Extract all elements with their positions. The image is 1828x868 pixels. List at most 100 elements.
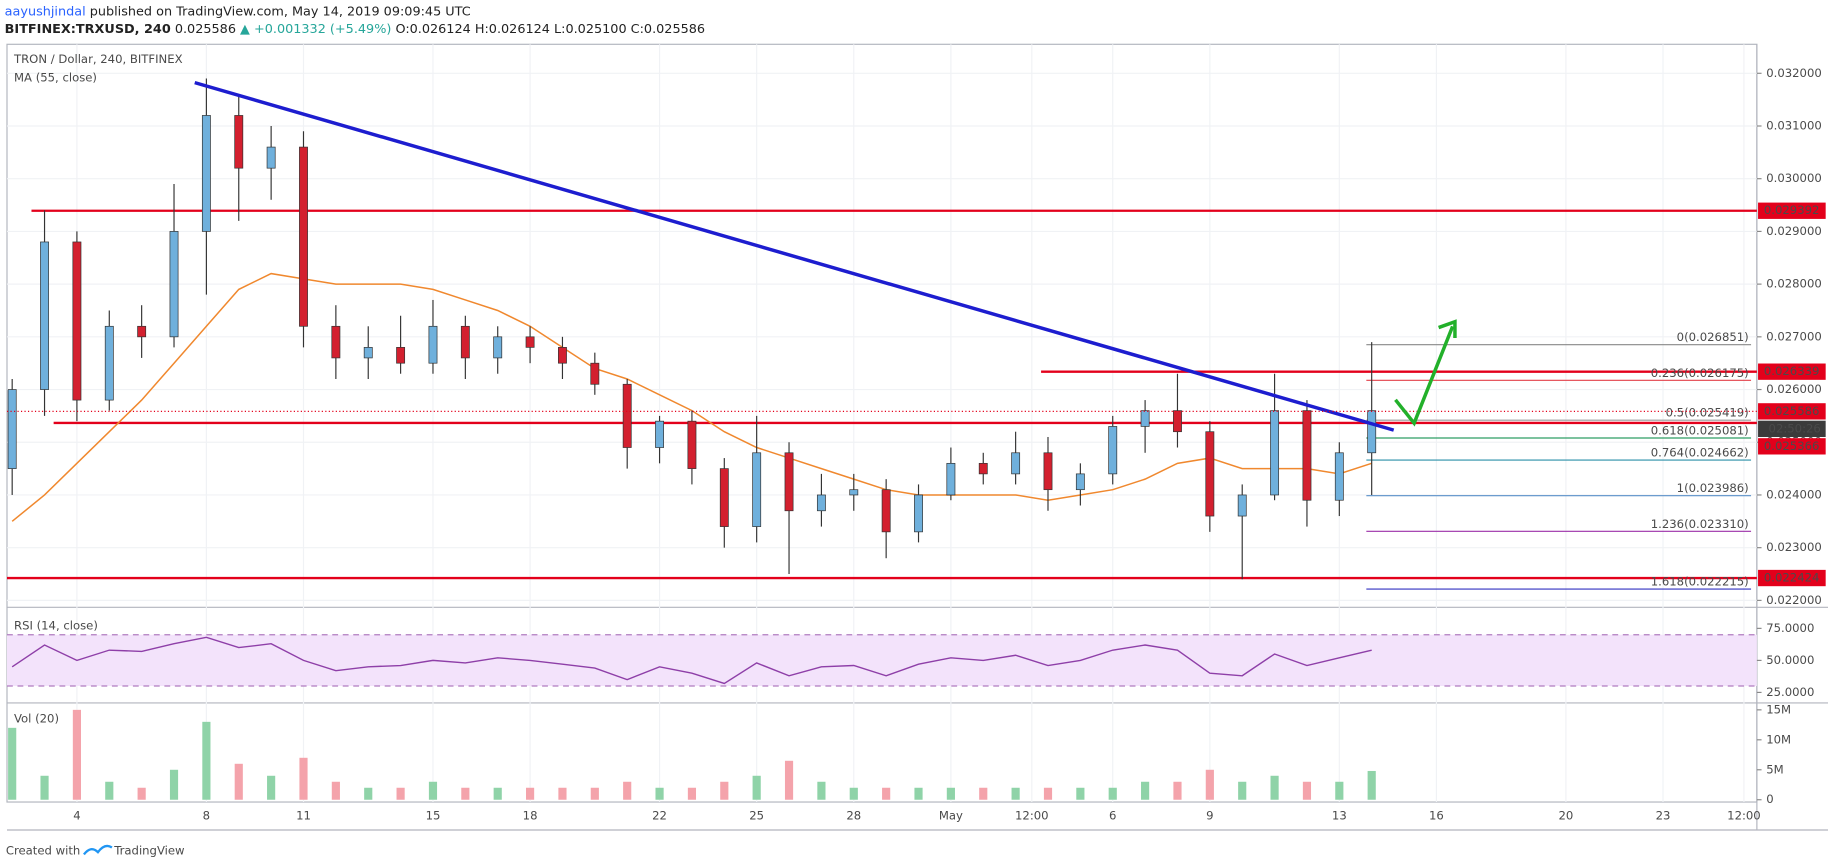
price-label: 0.025586: [1764, 404, 1820, 418]
x-tick-label: 20: [1558, 809, 1573, 823]
volume-bar: [849, 787, 858, 800]
volume-bar: [105, 781, 114, 800]
volume-bar: [137, 787, 146, 800]
x-tick-label: 28: [846, 809, 861, 823]
volume-bar: [1238, 781, 1247, 800]
volume-bar: [1270, 775, 1279, 800]
rsi-legend: RSI (14, close): [14, 618, 98, 632]
volume-tick-label: 15M: [1766, 702, 1791, 716]
volume-bar: [299, 757, 308, 800]
candle-body: [1334, 452, 1344, 501]
volume-bar: [623, 781, 632, 800]
volume-bar: [687, 787, 697, 800]
header-line-1: aayushjindal published on TradingView.co…: [5, 4, 471, 19]
candle-body: [558, 347, 567, 364]
last-price: 0.025586: [175, 22, 236, 37]
x-tick-label: 9: [1206, 809, 1213, 823]
candle-body: [719, 468, 729, 527]
volume-bar: [169, 769, 179, 800]
author[interactable]: aayushjindal: [5, 4, 86, 19]
candle-body: [1173, 410, 1182, 433]
y-tick-label: 0.029000: [1766, 224, 1822, 238]
volume-bar: [234, 763, 243, 800]
countdown: 02:50:26: [1769, 421, 1821, 435]
rsi-tick-label: 25.0000: [1766, 685, 1814, 699]
volume-bar: [526, 787, 535, 800]
candle-body: [1140, 410, 1150, 427]
header-line-2: BITFINEX:TRXUSD, 240 0.025586 ▲ +0.00133…: [5, 22, 705, 37]
volume-bar: [1205, 769, 1214, 800]
candle-body: [299, 146, 308, 327]
arrow: [1394, 325, 1455, 427]
price-label: 0.026339: [1764, 364, 1820, 378]
candle-body: [914, 494, 923, 533]
fib-label: 0.236(0.026175): [1651, 366, 1749, 380]
x-tick-label: 15: [426, 809, 441, 823]
candle-body: [622, 383, 632, 448]
volume-bar: [72, 709, 81, 800]
fib-label: 0(0.026851): [1677, 330, 1749, 344]
price-label-box: [1758, 438, 1826, 455]
candle-body: [169, 231, 179, 338]
volume-bar: [40, 775, 49, 800]
countdown-box: [1758, 420, 1826, 438]
volume-bar: [396, 787, 405, 800]
volume-legend: Vol (20): [14, 712, 59, 726]
rsi-band: [6, 634, 1757, 687]
price-label: 0.025366: [1764, 439, 1820, 453]
volume-bar: [1367, 770, 1376, 800]
volume-bar: [267, 775, 276, 800]
candle-body: [40, 241, 49, 390]
volume-bar: [202, 721, 211, 800]
volume-tick-label: 5M: [1766, 762, 1783, 776]
volume-bar: [590, 787, 599, 800]
plot: 4 8 11 15 18 22 25 28 May 12:00 6 9 13 16 20 23 12:00 0.0…: [6, 44, 1826, 823]
candle-body: [460, 325, 470, 359]
candle-body: [687, 420, 697, 469]
x-tick-label: 8: [203, 809, 210, 823]
candle-body: [72, 241, 82, 401]
candle-body: [1011, 452, 1021, 475]
volume-bar: [720, 781, 729, 800]
y-tick-label: 0.032000: [1766, 66, 1822, 80]
fib-label: 1(0.023986): [1677, 481, 1749, 495]
volume-bar: [882, 787, 891, 800]
candle-body: [655, 420, 664, 448]
volume-tick-label: 0: [1766, 792, 1773, 806]
volume-bar: [946, 787, 955, 800]
x-tick-label: 11: [296, 809, 311, 823]
candle-body: [137, 325, 147, 338]
candle-body: [946, 462, 956, 496]
x-tick-label: 23: [1656, 809, 1671, 823]
footer-brand[interactable]: TradingView: [113, 843, 185, 857]
rsi-tick-label: 50.0000: [1766, 653, 1814, 667]
ma-legend: MA (55, close): [14, 71, 97, 85]
volume-bar: [914, 787, 923, 800]
y-tick-label: 0.023000: [1766, 540, 1822, 554]
arrow-head: [1438, 319, 1457, 339]
candle-body: [7, 389, 17, 469]
candle-body: [1043, 452, 1053, 491]
logo: [83, 844, 113, 856]
ohlc: O:0.026124 H:0.026124 L:0.025100 C:0.025…: [395, 22, 705, 37]
price-label-box: [1758, 202, 1826, 219]
footer-text: Created with: [6, 843, 80, 857]
y-tick-label: 0.031000: [1766, 118, 1822, 132]
candle-body: [1270, 410, 1280, 496]
fib-label: 1.236(0.023310): [1651, 517, 1749, 531]
x-tick-label: 25: [749, 809, 764, 823]
volume-bar: [784, 760, 794, 800]
volume-bar: [1302, 781, 1312, 800]
volume-tick-label: 10M: [1766, 732, 1791, 746]
fib-label: 1.618(0.022215): [1651, 575, 1749, 589]
candle-body: [784, 452, 794, 512]
rsi-tick-label: 75.0000: [1766, 621, 1814, 635]
x-tick-label: 4: [73, 809, 80, 823]
price-label-box: [1758, 403, 1826, 420]
volume-bar: [493, 787, 502, 800]
candle-body: [104, 325, 114, 401]
price-label-box: [1758, 363, 1826, 380]
x-tick-label: 12:00: [1727, 809, 1761, 823]
